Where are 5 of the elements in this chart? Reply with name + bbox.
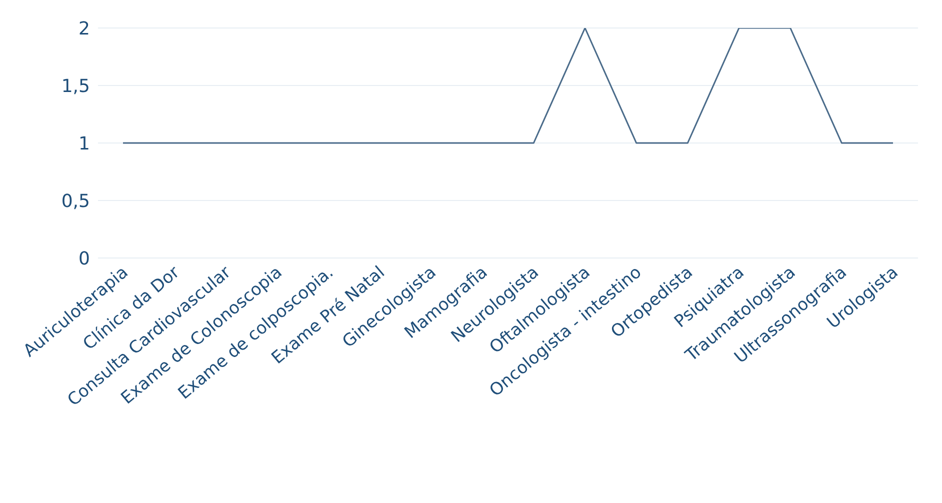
y-tick-label: 1,5 [61, 76, 90, 97]
y-tick-label: 2 [78, 18, 90, 40]
y-tick-label: 0 [78, 248, 90, 270]
y-tick-label: 1 [78, 133, 90, 154]
y-tick-label: 0,5 [61, 190, 90, 212]
